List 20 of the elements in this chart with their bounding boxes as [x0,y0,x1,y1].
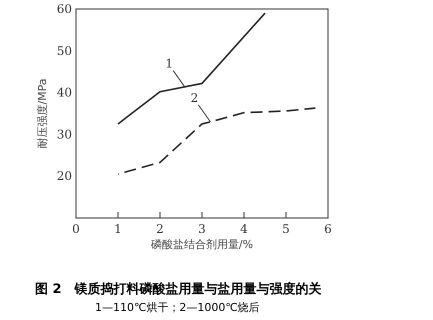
text: 1—110℃烘干；2—1000℃烧后 [95,301,260,314]
y-tick-label: 20 [56,169,72,184]
y-tick-label: 40 [56,86,72,100]
line-series [117,12,266,125]
y-tick-label: 30 [56,127,72,142]
x-tick-label: 2 [156,222,164,236]
annotation: 2 [190,90,198,105]
annotation: 1 [165,56,174,71]
x-tick-label: 4 [240,222,248,236]
line-series [117,107,316,175]
x-tick-label: 1 [114,222,122,236]
x-tick-label: 6 [324,222,332,236]
y-tick-label: 60 [56,2,72,16]
x-tick-label: 3 [198,222,206,236]
x-tick-label: 5 [282,222,290,236]
x-axis-title: 磷酸盐结合剂用量/% [150,238,254,251]
x-tick-label: 0 [72,222,80,236]
y-axis-title: 耐压强度/MPa [36,78,49,149]
text: 图 2 镁质捣打料磷酸盐用量与盐用量与强度的关 [35,281,323,297]
y-tick-label: 50 [56,44,72,58]
